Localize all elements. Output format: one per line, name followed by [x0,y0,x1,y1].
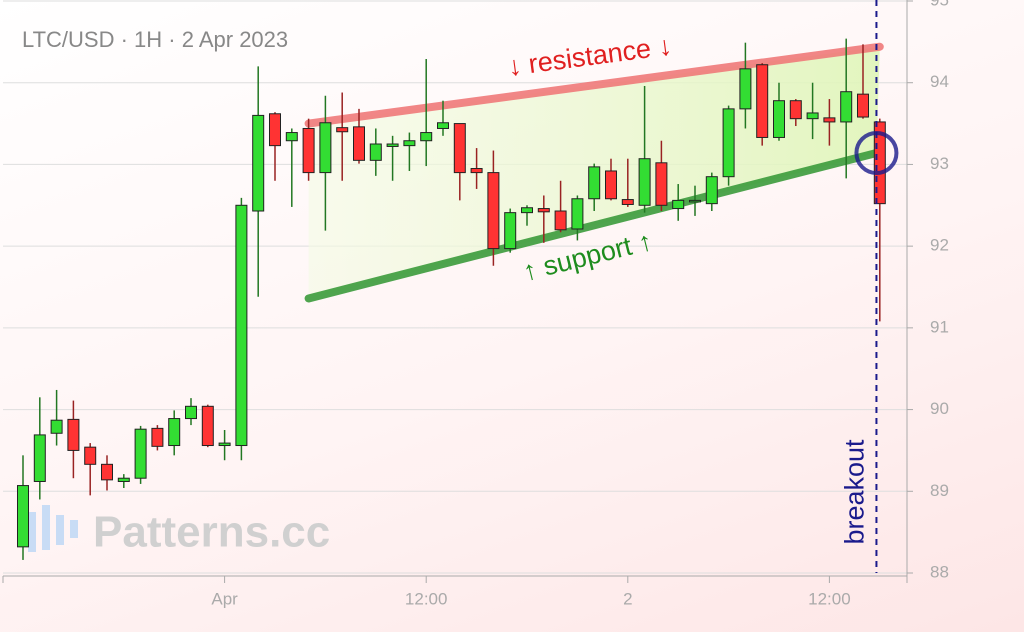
candle-body [353,126,365,161]
candle-body [705,176,718,205]
candle-body [504,212,517,250]
candle-body [201,405,214,447]
candle-body [487,172,500,250]
x-tick-label: 12:00 [808,589,851,608]
candle-body [722,108,735,178]
y-tick-label: 95 [930,0,949,9]
candle-body [521,207,533,214]
candle-body [571,198,584,230]
watermark: Patterns.cc [93,508,330,557]
candle-body [319,122,332,174]
candle-body [756,64,769,138]
candle-body [420,132,433,142]
candle-body [554,210,567,231]
candle-body [117,477,130,482]
trendline [304,148,881,303]
candle-body [235,204,248,447]
candle-body [134,428,147,479]
candle-body [873,121,886,205]
candle-body [453,123,466,174]
chart-title: LTC/USD · 1H · 2 Apr 2023 [22,27,288,52]
y-tick-label: 91 [930,317,949,336]
x-tick-label: 12:00 [405,589,448,608]
candle-body [33,434,46,482]
candle-body [739,68,752,110]
candle-body [789,100,802,120]
candle-body [386,143,399,147]
candle-body [151,427,164,447]
x-tick-label: 2 [623,589,632,608]
candle-body [689,199,701,203]
candle-body [302,127,315,174]
candle-body [672,199,685,210]
candle-body [605,170,617,200]
candle-body [168,418,181,447]
candle-body [823,117,836,123]
breakout-label: breakout [840,439,870,545]
candle-body [252,114,265,212]
x-tick-label: Apr [211,589,238,608]
candle-body [840,91,853,123]
candle-body [655,162,668,206]
candle-body [806,112,819,120]
candle-body [537,208,550,213]
candle-body [638,158,651,206]
candle-body [269,113,281,147]
candle-body [369,143,382,161]
candle-body [50,419,63,434]
candle-body [101,463,113,481]
trendline [304,42,884,128]
y-tick-label: 88 [930,562,949,581]
candle-body [285,132,298,142]
candle-body [588,166,601,200]
candle-body [773,100,785,138]
candle-body [470,168,483,174]
y-tick-label: 93 [930,154,949,173]
candle-body [336,127,349,133]
candle-body [84,446,97,465]
y-tick-label: 94 [930,72,949,91]
candle-body [437,122,449,129]
y-tick-label: 92 [930,236,949,255]
breakout-circle [854,130,899,175]
candle-body [403,140,416,147]
candle-body [218,442,231,447]
candle-body [17,485,29,548]
candle-body [857,93,869,118]
y-tick-label: 89 [930,481,949,500]
y-tick-label: 90 [930,399,949,418]
candle-body [621,199,634,205]
candle-body [67,418,80,451]
candle-body [185,405,197,420]
watermark-icon [28,505,78,552]
